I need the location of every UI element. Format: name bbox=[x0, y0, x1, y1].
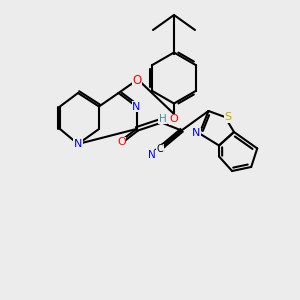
Text: S: S bbox=[224, 112, 232, 122]
Text: O: O bbox=[133, 74, 142, 88]
Text: O: O bbox=[169, 114, 178, 124]
Text: C: C bbox=[157, 144, 163, 154]
Text: H: H bbox=[159, 113, 167, 124]
Text: O: O bbox=[117, 137, 126, 148]
Text: N: N bbox=[74, 139, 82, 149]
Text: N: N bbox=[192, 128, 200, 139]
Text: N: N bbox=[148, 150, 155, 161]
Text: N: N bbox=[132, 101, 141, 112]
